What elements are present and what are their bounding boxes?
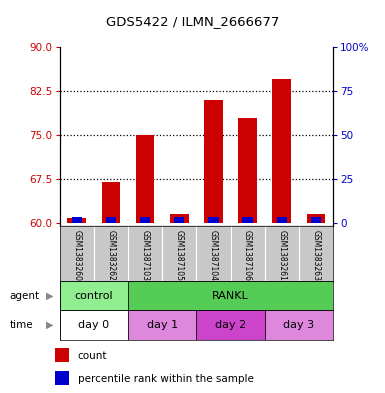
- Bar: [264, 310, 333, 340]
- Bar: [106, 217, 116, 223]
- Text: ▶: ▶: [46, 320, 54, 330]
- Text: GSM1387103: GSM1387103: [141, 230, 150, 281]
- Bar: [196, 310, 264, 340]
- Text: day 1: day 1: [147, 320, 178, 330]
- Bar: [55, 348, 69, 362]
- Bar: [55, 371, 69, 384]
- Text: GSM1387106: GSM1387106: [243, 230, 252, 281]
- Bar: [136, 135, 154, 223]
- Bar: [128, 281, 333, 310]
- Bar: [60, 281, 128, 310]
- Text: day 0: day 0: [78, 320, 109, 330]
- Bar: [67, 219, 86, 223]
- Text: agent: agent: [10, 291, 40, 301]
- Text: GSM1383262: GSM1383262: [106, 230, 115, 281]
- Bar: [60, 310, 128, 340]
- Bar: [170, 214, 189, 223]
- Bar: [140, 217, 150, 223]
- Text: GSM1387104: GSM1387104: [209, 230, 218, 281]
- Bar: [272, 79, 291, 223]
- Text: count: count: [78, 351, 107, 361]
- Bar: [311, 217, 321, 223]
- Bar: [238, 118, 257, 223]
- Bar: [102, 182, 121, 223]
- Bar: [277, 217, 287, 223]
- Text: GSM1383261: GSM1383261: [277, 230, 286, 281]
- Text: GSM1383260: GSM1383260: [72, 230, 81, 281]
- Bar: [72, 217, 82, 223]
- Bar: [174, 217, 184, 223]
- Text: GSM1387105: GSM1387105: [175, 230, 184, 281]
- Text: control: control: [75, 291, 113, 301]
- Bar: [306, 214, 325, 223]
- Bar: [204, 100, 223, 223]
- Text: RANKL: RANKL: [212, 291, 249, 301]
- Text: GSM1383263: GSM1383263: [311, 230, 320, 281]
- Text: day 2: day 2: [215, 320, 246, 330]
- Text: ▶: ▶: [46, 291, 54, 301]
- Bar: [208, 217, 219, 223]
- Text: time: time: [10, 320, 33, 330]
- Bar: [128, 310, 196, 340]
- Text: GDS5422 / ILMN_2666677: GDS5422 / ILMN_2666677: [106, 15, 279, 28]
- Text: day 3: day 3: [283, 320, 315, 330]
- Text: percentile rank within the sample: percentile rank within the sample: [78, 374, 253, 384]
- Bar: [243, 217, 253, 223]
